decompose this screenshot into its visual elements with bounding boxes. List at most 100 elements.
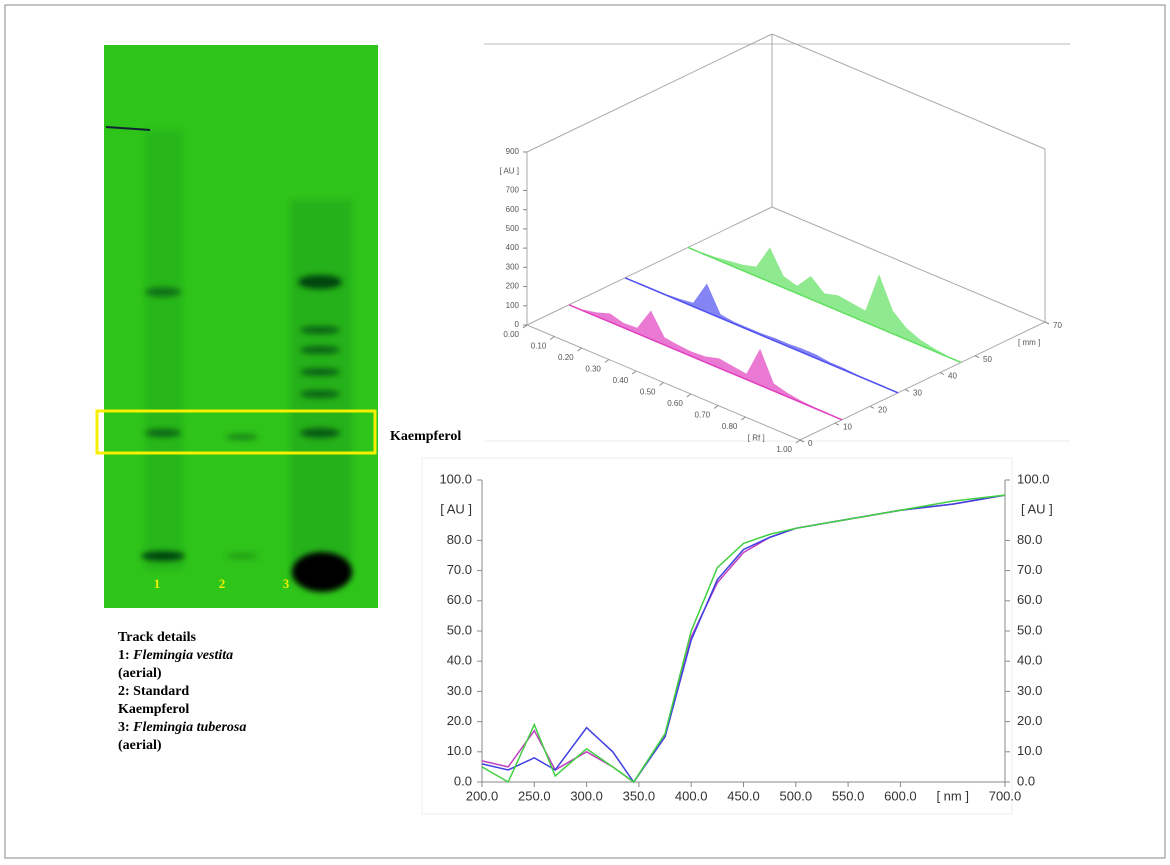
x-tick <box>604 359 610 363</box>
z-tick-label: 700 <box>506 186 520 195</box>
x-tick-label: 350.0 <box>623 788 656 803</box>
track-title: Track details <box>118 630 196 645</box>
x-tick <box>522 324 528 329</box>
trace-baseline <box>687 246 962 364</box>
z-axis-label: [ AU ] <box>499 166 519 175</box>
y2-tick-label: 60.0 <box>1017 592 1042 607</box>
x-tick <box>795 439 801 444</box>
y-tick-label: 50.0 <box>447 622 472 637</box>
x-tick-label: 0.20 <box>558 353 574 362</box>
y2-tick-label: 80.0 <box>1017 532 1042 547</box>
lane-label: 3 <box>283 576 290 591</box>
y-tick <box>1044 321 1050 325</box>
y-tick-label: 70 <box>1053 321 1062 330</box>
y-tick <box>974 355 980 359</box>
box-edge <box>771 206 1046 323</box>
x-tick <box>741 416 746 421</box>
x-tick <box>659 382 664 386</box>
y-tick <box>904 388 910 392</box>
track-number: 1: <box>118 648 130 663</box>
x-tick-label: 550.0 <box>832 788 865 803</box>
y2-tick-label: 40.0 <box>1017 653 1042 668</box>
y-tick-label: 0 <box>808 439 813 448</box>
x-tick-label: 500.0 <box>780 788 813 803</box>
x-tick-label: 450.0 <box>727 788 760 803</box>
track-item: 3: Flemingia tuberosa <box>118 720 246 735</box>
tlc-plate <box>95 45 378 608</box>
y-tick-label: 40 <box>948 372 957 381</box>
y2-axis-label: [ AU ] <box>1021 502 1053 517</box>
z-tick-label: 200 <box>506 282 520 291</box>
track-item: 1: Flemingia vestita <box>118 648 233 663</box>
x-tick <box>631 370 637 375</box>
y2-tick-label: 50.0 <box>1017 622 1042 637</box>
lane-label: 2 <box>219 576 226 591</box>
x-tick-label: 200.0 <box>466 788 499 803</box>
y-tick <box>869 405 875 409</box>
y2-tick-label: 30.0 <box>1017 683 1042 698</box>
x-tick <box>686 393 692 398</box>
y-tick-label: 20.0 <box>447 713 472 728</box>
x-tick-label: 400.0 <box>675 788 708 803</box>
x-tick-label: 250.0 <box>518 788 551 803</box>
track-item: 2: Standard <box>118 684 189 699</box>
y-tick-label: 20 <box>878 405 887 414</box>
trace-baseline <box>568 304 843 421</box>
z-tick-label: 500 <box>506 224 520 233</box>
y-tick <box>939 372 945 376</box>
z-tick-label: 100 <box>506 301 520 310</box>
x-tick-label: 0.50 <box>640 388 656 397</box>
track-note: (aerial) <box>118 738 162 753</box>
y-tick-label: 0.0 <box>454 773 472 788</box>
y2-tick-label: 70.0 <box>1017 562 1042 577</box>
z-tick-label: 400 <box>506 243 520 252</box>
y-tick-label: 30.0 <box>447 683 472 698</box>
track-note: Kaempferol <box>118 702 189 717</box>
y-tick-label: 10.0 <box>447 743 472 758</box>
x-tick-label: 300.0 <box>570 788 603 803</box>
x-tick-label: 0.00 <box>503 330 519 339</box>
line <box>481 494 1006 784</box>
y2-tick-label: 100.0 <box>1017 471 1050 486</box>
box-edge <box>526 206 773 326</box>
track-number: 3: <box>118 720 130 735</box>
y-tick <box>799 439 805 443</box>
x-tick-label: 0.70 <box>695 411 711 420</box>
x-axis-label: [ Rf ] <box>748 434 765 443</box>
y-tick <box>834 422 840 426</box>
x-tick-label: 0.10 <box>531 342 547 351</box>
y2-tick-label: 20.0 <box>1017 713 1042 728</box>
x-tick-label: 0.40 <box>613 376 629 385</box>
lane-label: 1 <box>154 576 161 591</box>
box-edge <box>526 33 773 153</box>
track-name: Standard <box>133 684 189 699</box>
y-tick-label: 10 <box>843 422 852 431</box>
y-axis-label: [ mm ] <box>1018 338 1040 347</box>
x-tick <box>713 405 719 409</box>
z-tick-label: 900 <box>506 147 520 156</box>
x-tick-label: 0.30 <box>585 365 601 374</box>
track-number: 2: <box>118 684 130 699</box>
box-edge <box>771 33 1046 150</box>
y-tick-label: 70.0 <box>447 562 472 577</box>
y-tick-label: 60.0 <box>447 592 472 607</box>
track-note: (aerial) <box>118 666 162 681</box>
y-tick-label: 80.0 <box>447 532 472 547</box>
x-tick <box>577 347 582 352</box>
y-tick-label: 30 <box>913 389 922 398</box>
y2-tick-label: 10.0 <box>1017 743 1042 758</box>
panel-border <box>421 457 1013 815</box>
x-tick-label: 0.60 <box>667 399 683 408</box>
y-axis-label: [ AU ] <box>440 502 472 517</box>
track-name: Flemingia tuberosa <box>132 720 246 735</box>
z-tick-label: 600 <box>506 205 520 214</box>
z-tick-label: 0 <box>515 320 520 329</box>
trace-baseline <box>624 277 899 394</box>
x-tick-label: 1.00 <box>776 445 792 454</box>
x-tick-label: 600.0 <box>884 788 917 803</box>
z-tick-label: 300 <box>506 262 520 271</box>
band-label: Kaempferol <box>390 429 461 444</box>
x-axis-label: [ nm ] <box>936 788 969 803</box>
x-tick-label: 0.80 <box>722 422 738 431</box>
